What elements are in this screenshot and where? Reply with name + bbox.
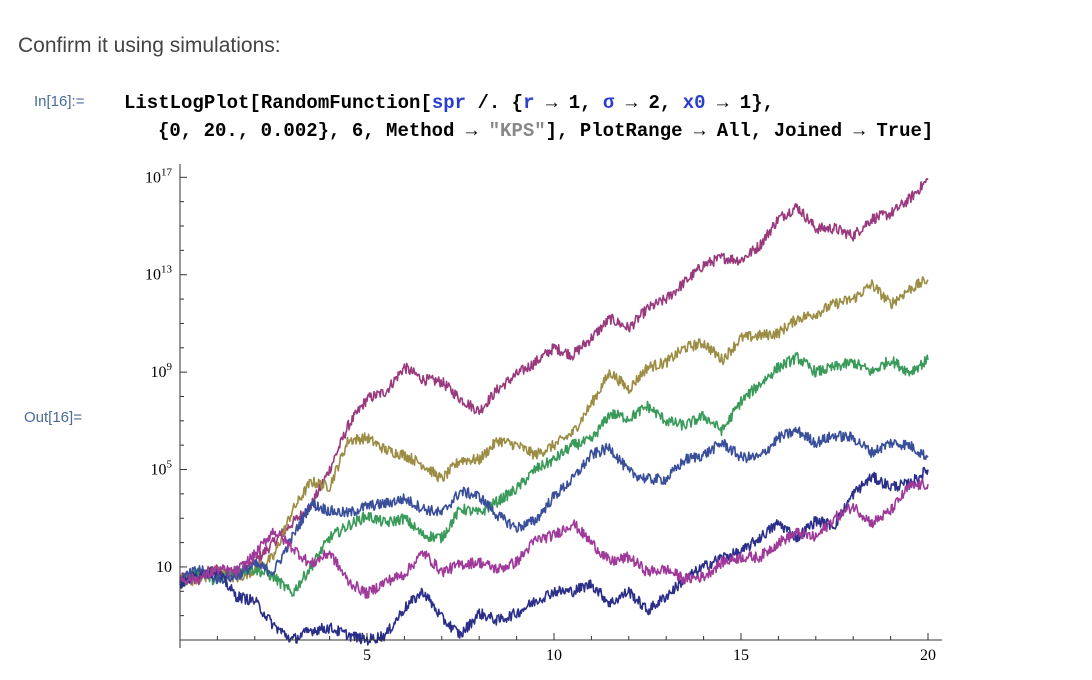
code-fragment: → 2, — [614, 92, 683, 114]
code-fragment: → 1}, — [705, 92, 774, 114]
code-variable-r: r — [523, 92, 535, 114]
axes-layer: 5 10 15 20 10 105 109 1013 1017 — [145, 164, 942, 664]
y-tick-label: 105 — [151, 459, 173, 479]
code-fragment: /. { — [466, 92, 524, 114]
y-tick-label: 109 — [151, 361, 173, 381]
series-line-2 — [179, 276, 929, 587]
x-tick-label: 10 — [546, 647, 562, 664]
code-line-1: ListLogPlot[RandomFunction[spr /. {r → 1… — [124, 92, 774, 114]
section-heading: Confirm it using simulations: — [18, 34, 281, 57]
output-cell-label: Out[16]= — [24, 409, 82, 426]
series-line-4 — [179, 426, 929, 585]
input-cell-label: In[16]:= — [34, 93, 85, 110]
series-layer — [179, 178, 929, 646]
y-tick-label: 10 — [156, 559, 172, 576]
code-fragment: → 1, — [534, 92, 603, 114]
code-variable-x0: x0 — [682, 92, 706, 114]
x-tick-label: 20 — [920, 647, 936, 664]
code-fragment: ], PlotRange → All, Joined → True] — [545, 120, 934, 142]
y-tick-label: 1017 — [145, 166, 173, 186]
y-tick-label: 1013 — [145, 264, 173, 284]
code-fragment: {0, 20., 0.002}, 6, Method → — [158, 120, 489, 142]
series-line-3 — [179, 351, 929, 597]
x-tick-label: 15 — [733, 647, 749, 664]
input-cell-code[interactable]: ListLogPlot[RandomFunction[spr /. {r → 1… — [124, 89, 933, 145]
code-variable-sigma: σ — [602, 92, 615, 114]
code-string-kps: "KPS" — [488, 120, 546, 142]
code-variable-spr: spr — [431, 92, 467, 114]
series-line-6 — [179, 478, 929, 599]
code-line-2: {0, 20., 0.002}, 6, Method → "KPS"], Plo… — [124, 117, 933, 145]
code-fragment: ListLogPlot[RandomFunction[ — [124, 92, 432, 114]
x-tick-label: 5 — [363, 647, 371, 664]
